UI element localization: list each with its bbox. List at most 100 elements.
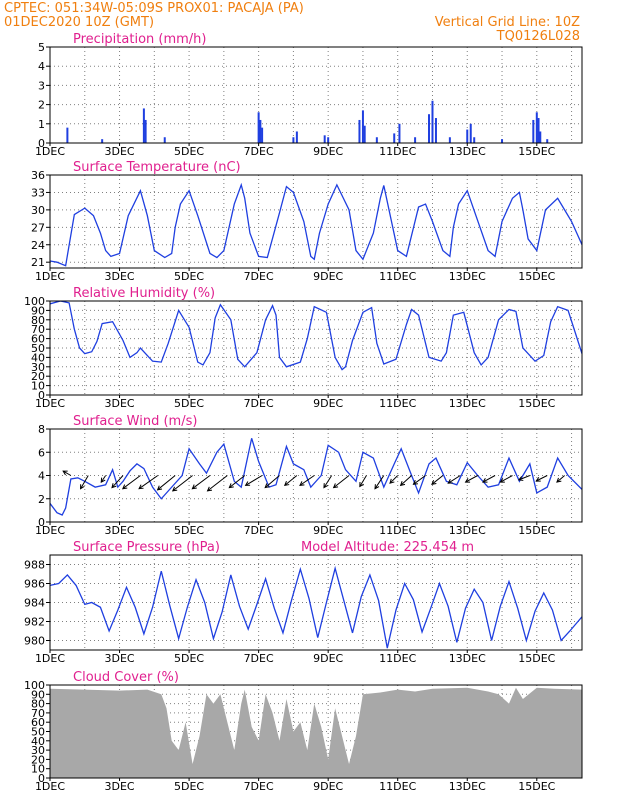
cloud-ytick-label: 100 <box>24 679 45 692</box>
wind-xtick-label: 1DEC <box>35 524 65 537</box>
precip-xtick-label: 7DEC <box>244 145 274 158</box>
rh-gridlines <box>50 301 582 395</box>
pressure-ytick-label: 980 <box>24 635 45 648</box>
header: CPTEC: 051:34W-05:09S PROX01: PACAJA (PA… <box>4 1 580 44</box>
cloud-xtick-label: 13DEC <box>449 780 486 793</box>
cloud-xtick-label: 9DEC <box>313 780 343 793</box>
wind-arrow-head <box>517 476 524 481</box>
precip-frame <box>49 46 583 144</box>
pressure-xtick-label: 5DEC <box>174 652 204 665</box>
wind-xtick-label: 3DEC <box>104 524 134 537</box>
precip-bar <box>539 131 542 143</box>
header-location: CPTEC: 051:34W-05:09S PROX01: PACAJA (PA… <box>4 1 304 16</box>
wind-arrow-shaft <box>299 475 315 486</box>
precip-ytick-label: 0 <box>38 137 45 150</box>
wind-arrow-head <box>111 483 117 489</box>
rh-ytick-label: 10 <box>31 380 45 393</box>
pressure-gridlines <box>50 555 582 650</box>
cloud-ytick-label: 30 <box>31 744 45 757</box>
wind-arrow-head <box>138 484 144 490</box>
precip-bar <box>358 119 361 143</box>
precip-ytick-label: 2 <box>38 99 45 112</box>
precip-title: Precipitation (mm/h) <box>73 32 206 47</box>
temp-ytick-label: 21 <box>31 256 45 269</box>
precip-bar <box>469 123 472 143</box>
pressure-xtick-label: 3DEC <box>104 652 134 665</box>
rh-xtick-label: 7DEC <box>244 397 274 410</box>
rh-title: Relative Humidity (%) <box>73 286 215 301</box>
chart-panels: 0 1 2 3 4 5 Precipitation (mm/h) 1DEC 3DEC 5DEC 7D… <box>24 32 583 793</box>
precip-bar <box>535 112 538 143</box>
precip-data <box>66 100 549 143</box>
cloud-xtick-label: 1DEC <box>35 780 65 793</box>
pressure-xtick-label: 15DEC <box>518 652 555 665</box>
wind-arrow-shaft <box>192 475 211 490</box>
precip-bar <box>434 118 437 143</box>
wind-wind-arrows <box>62 470 565 492</box>
pressure-ytick-label: 988 <box>24 559 45 572</box>
precip-xtick-label: 3DEC <box>104 145 134 158</box>
wind-arrow-head <box>374 484 380 490</box>
temp-x-axis: 1DEC 3DEC 5DEC 7DEC 9DEC 11DEC 13DEC 15DEC <box>35 268 556 283</box>
pressure-ytick-label: 984 <box>24 597 45 610</box>
precip-bar <box>431 100 434 143</box>
rh-xtick-label: 15DEC <box>518 397 555 410</box>
wind-arrow-shaft <box>284 475 298 486</box>
cloud-ytick-label: 20 <box>31 753 45 766</box>
wind-arrow-head <box>228 483 234 489</box>
precip-bar <box>327 137 330 143</box>
wind-arrow-shaft <box>431 475 444 485</box>
wind-arrow-shaft <box>465 475 478 483</box>
temp-title: Surface Temperature (nC) <box>73 160 241 175</box>
precip-panel: 0 1 2 3 4 5 Precipitation (mm/h) 1DEC 3DEC 5DEC 7D… <box>35 32 583 158</box>
cloud-xtick-label: 7DEC <box>244 780 274 793</box>
wind-arrow-head <box>264 483 270 489</box>
pressure-ytick-label: 982 <box>24 616 45 629</box>
wind-arrow-shaft <box>122 475 141 490</box>
wind-y-axis: 0 2 4 6 8 <box>38 423 50 529</box>
rh-ytick-label: 70 <box>31 323 45 336</box>
cloud-ytick-label: 40 <box>31 735 45 748</box>
pressure-xtick-label: 9DEC <box>313 652 343 665</box>
rh-ytick-label: 100 <box>24 295 45 308</box>
precip-bar <box>414 137 417 143</box>
temp-xtick-label: 13DEC <box>449 270 486 283</box>
wind-arrow-shaft <box>482 475 496 483</box>
wind-arrow-shaft <box>389 475 399 484</box>
temp-ytick-label: 27 <box>31 221 45 234</box>
pressure-y-axis: 980 982 984 986 988 <box>24 559 50 648</box>
cloud-frame <box>49 684 583 779</box>
rh-xtick-label: 9DEC <box>313 397 343 410</box>
temp-xtick-label: 3DEC <box>104 270 134 283</box>
precip-bar <box>101 139 104 143</box>
cloud-ytick-label: 90 <box>31 688 45 701</box>
wind-data <box>50 438 582 516</box>
precip-xtick-label: 1DEC <box>35 145 65 158</box>
rh-data <box>50 301 582 371</box>
rh-series-line <box>50 301 582 371</box>
wind-arrow-shaft <box>359 475 367 487</box>
cloud-title: Cloud Cover (%) <box>73 670 179 685</box>
wind-arrow-head <box>389 478 395 484</box>
wind-arrow-head <box>100 477 106 483</box>
rh-xtick-label: 5DEC <box>174 397 204 410</box>
pressure-annotation: Model Altitude: 225.454 m <box>301 540 474 555</box>
rh-ytick-label: 40 <box>31 351 45 364</box>
precip-ytick-label: 3 <box>38 79 45 92</box>
wind-arrow-shaft <box>374 475 385 489</box>
temp-xtick-label: 1DEC <box>35 270 65 283</box>
wind-ytick-label: 8 <box>38 423 45 436</box>
header-grid-note: Vertical Grid Line: 10Z <box>435 15 580 30</box>
cloud-ytick-label: 60 <box>31 716 45 729</box>
precip-xtick-label: 5DEC <box>174 145 204 158</box>
wind-arrow-shaft <box>323 475 333 488</box>
precip-y-axis: 0 1 2 3 4 5 <box>38 41 50 150</box>
precip-bar <box>501 139 504 143</box>
precip-ytick-label: 5 <box>38 41 45 54</box>
wind-x-axis: 1DEC 3DEC 5DEC 7DEC 9DEC 11DEC 13DEC 15DEC <box>35 522 556 537</box>
temp-ytick-label: 30 <box>31 204 45 217</box>
cloud-xtick-label: 15DEC <box>518 780 555 793</box>
wind-arrow-head <box>206 486 213 492</box>
precip-bar <box>323 135 326 143</box>
